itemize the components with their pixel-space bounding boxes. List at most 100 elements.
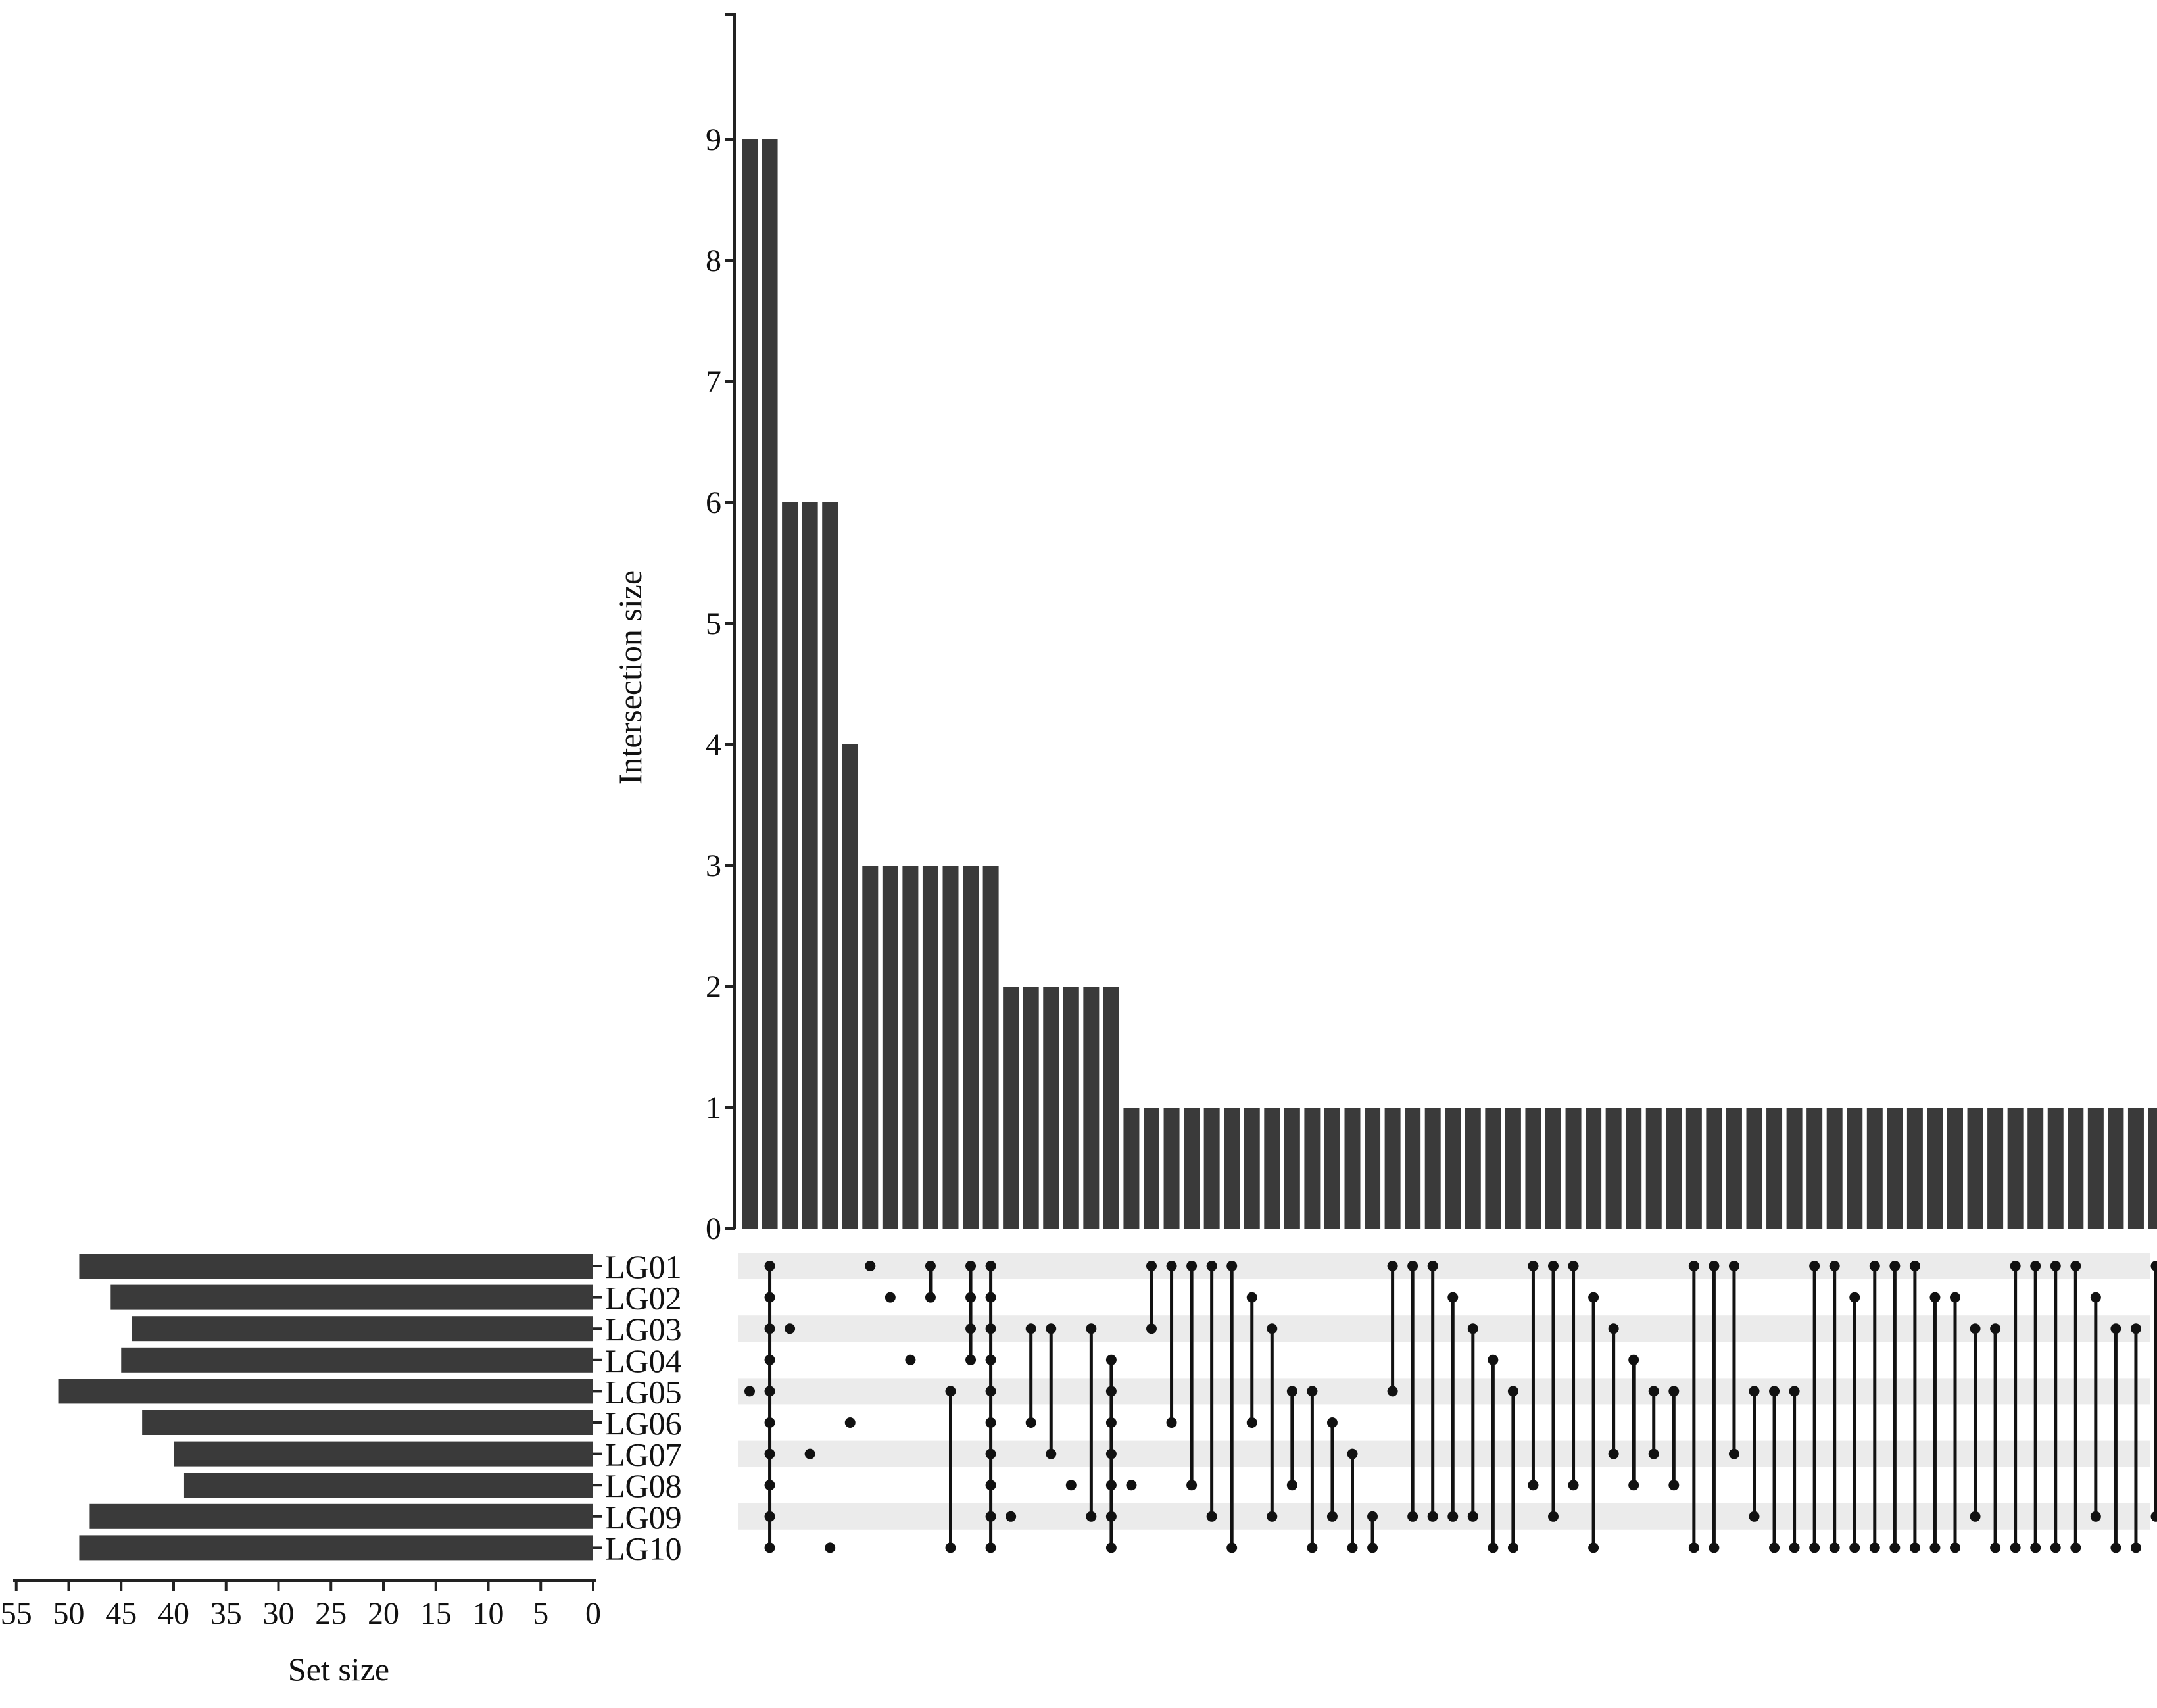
matrix-dot bbox=[1709, 1261, 1720, 1271]
matrix-dot bbox=[1507, 1542, 1518, 1553]
matrix-dot bbox=[1849, 1542, 1860, 1553]
matrix-dot bbox=[1326, 1511, 1338, 1522]
matrix-dot bbox=[985, 1261, 996, 1271]
matrix-dot bbox=[1447, 1292, 1459, 1303]
matrix-dot bbox=[1789, 1542, 1800, 1553]
set-name-label: LG05 bbox=[605, 1373, 682, 1410]
intersection-bar bbox=[1103, 987, 1119, 1229]
matrix-dot bbox=[1427, 1511, 1438, 1522]
matrix-dot bbox=[925, 1261, 936, 1271]
intersection-bar bbox=[1123, 1108, 1140, 1229]
matrix-dot bbox=[764, 1292, 775, 1303]
matrix-dot bbox=[1387, 1386, 1398, 1397]
intersection-bar bbox=[1244, 1108, 1260, 1229]
set-size-axis-tick-label: 15 bbox=[420, 1596, 452, 1631]
matrix-dot bbox=[1728, 1261, 1739, 1271]
intersection-bar bbox=[1565, 1108, 1582, 1229]
intersection-bar bbox=[1626, 1108, 1642, 1229]
matrix-dot bbox=[1709, 1542, 1720, 1553]
intersection-bar bbox=[902, 866, 919, 1229]
matrix-dot bbox=[1528, 1480, 1539, 1491]
intersection-bar bbox=[1927, 1108, 1943, 1229]
matrix-dot bbox=[1246, 1417, 1257, 1428]
matrix-dot bbox=[1407, 1511, 1418, 1522]
intersection-axis-tick-label: 9 bbox=[706, 122, 721, 157]
matrix-dot bbox=[1488, 1354, 1499, 1365]
matrix-dot bbox=[2010, 1542, 2021, 1553]
matrix-dot bbox=[1226, 1542, 1238, 1553]
matrix-dot bbox=[764, 1542, 775, 1553]
matrix-dot bbox=[985, 1386, 996, 1397]
intersection-bar bbox=[1847, 1108, 1863, 1229]
intersection-bar bbox=[2127, 1108, 2144, 1229]
set-size-axis-tick-label: 0 bbox=[585, 1596, 601, 1631]
matrix-dot bbox=[1809, 1261, 1820, 1271]
intersection-bar bbox=[1465, 1108, 1481, 1229]
set-size-bar bbox=[89, 1503, 593, 1529]
matrix-dot bbox=[1950, 1542, 1960, 1553]
matrix-dot bbox=[1608, 1323, 1619, 1334]
matrix-dot bbox=[1889, 1261, 1901, 1271]
intersection-bar bbox=[963, 866, 979, 1229]
set-size-bar bbox=[183, 1473, 593, 1498]
matrix-dot bbox=[764, 1417, 775, 1428]
intersection-bar bbox=[1987, 1108, 2004, 1229]
matrix-dot bbox=[865, 1261, 876, 1271]
matrix-dot bbox=[1769, 1386, 1780, 1397]
matrix-dot bbox=[1046, 1323, 1057, 1334]
matrix-dot bbox=[1688, 1542, 1699, 1553]
matrix-dot bbox=[1286, 1386, 1297, 1397]
matrix-dot bbox=[2110, 1542, 2121, 1553]
matrix-dot bbox=[1186, 1480, 1198, 1491]
matrix-dot bbox=[1728, 1448, 1739, 1459]
matrix-dot bbox=[1367, 1511, 1378, 1522]
matrix-dot bbox=[1086, 1323, 1097, 1334]
matrix-dot bbox=[2150, 1511, 2157, 1522]
intersection-bar bbox=[2148, 1108, 2157, 1229]
intersection-bar bbox=[1023, 987, 1039, 1229]
set-size-axis-tick-label: 20 bbox=[368, 1596, 399, 1631]
intersection-bar bbox=[1264, 1108, 1280, 1229]
intersection-axis-tick-label: 1 bbox=[706, 1090, 721, 1125]
matrix-dot bbox=[1648, 1448, 1659, 1459]
matrix-dot bbox=[1326, 1417, 1338, 1428]
intersection-bar bbox=[822, 502, 838, 1229]
matrix-dot bbox=[885, 1292, 896, 1303]
matrix-dot bbox=[2110, 1323, 2121, 1334]
intersection-bar bbox=[1485, 1108, 1501, 1229]
matrix-dot bbox=[764, 1480, 775, 1491]
matrix-dot bbox=[2090, 1511, 2101, 1522]
matrix-dot bbox=[1829, 1261, 1840, 1271]
intersection-bar bbox=[1163, 1108, 1180, 1229]
matrix-dot bbox=[764, 1354, 775, 1365]
intersection-bar bbox=[1685, 1108, 1702, 1229]
intersection-bar bbox=[1826, 1108, 1843, 1229]
matrix-dot bbox=[1347, 1542, 1358, 1553]
matrix-dot bbox=[1246, 1292, 1257, 1303]
matrix-dot bbox=[764, 1448, 775, 1459]
matrix-dot bbox=[2050, 1261, 2061, 1271]
matrix-dot bbox=[965, 1261, 977, 1271]
set-name-label: LG03 bbox=[605, 1311, 682, 1348]
set-size-bar bbox=[132, 1316, 593, 1342]
intersection-bar bbox=[1645, 1108, 1662, 1229]
intersection-axis-tick-label: 0 bbox=[706, 1211, 721, 1246]
matrix-dot bbox=[1146, 1323, 1157, 1334]
set-name-label: LG02 bbox=[605, 1280, 682, 1317]
intersection-bar bbox=[2068, 1108, 2084, 1229]
matrix-dot bbox=[1548, 1261, 1559, 1271]
matrix-dot bbox=[764, 1511, 775, 1522]
matrix-dot bbox=[1307, 1386, 1318, 1397]
matrix-dot bbox=[1267, 1323, 1278, 1334]
matrix-dot bbox=[1427, 1261, 1438, 1271]
matrix-dot bbox=[2050, 1542, 2061, 1553]
matrix-dot bbox=[1086, 1511, 1097, 1522]
matrix-dot bbox=[1488, 1542, 1499, 1553]
matrix-dot bbox=[1307, 1542, 1318, 1553]
matrix-dot bbox=[1789, 1386, 1800, 1397]
matrix-dot bbox=[1688, 1261, 1699, 1271]
matrix-dot bbox=[1548, 1511, 1559, 1522]
matrix-dot bbox=[985, 1511, 996, 1522]
